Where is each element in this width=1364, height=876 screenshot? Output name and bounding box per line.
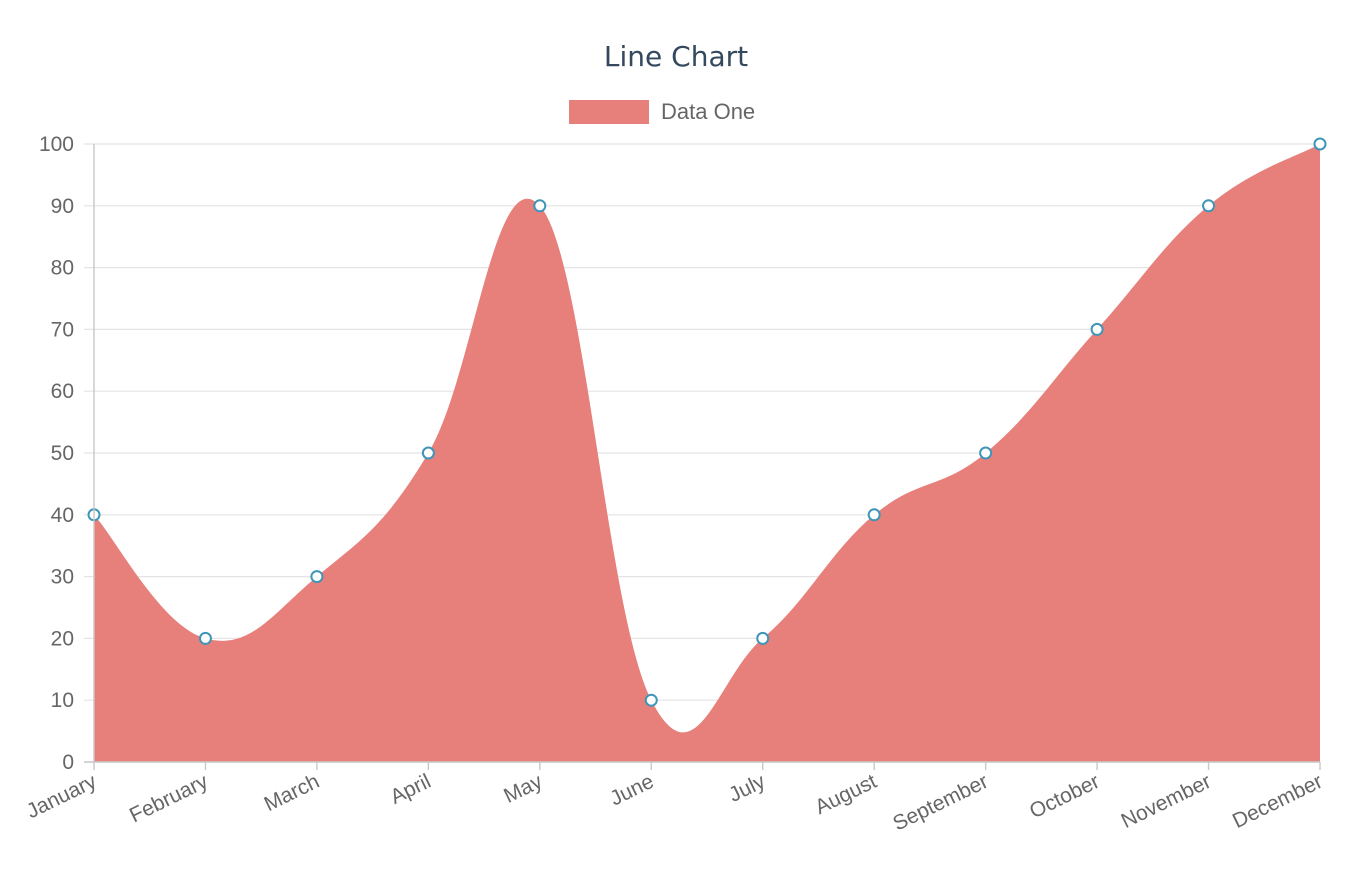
legend[interactable]: Data One — [569, 99, 755, 124]
chart-title: Line Chart — [604, 40, 748, 73]
data-point[interactable] — [198, 631, 212, 645]
y-tick-label: 100 — [39, 133, 74, 156]
y-tick-label: 80 — [51, 257, 74, 280]
legend-swatch-data-one[interactable] — [569, 100, 649, 124]
axes — [84, 144, 1320, 763]
data-points — [87, 137, 1327, 707]
x-tick-label: December — [1229, 770, 1326, 833]
x-tick-label: November — [1118, 770, 1215, 833]
y-tick-label: 60 — [51, 380, 74, 403]
x-tick-label: June — [606, 770, 657, 811]
y-tick-label: 20 — [51, 627, 74, 650]
series-area-data-one — [94, 144, 1320, 762]
y-tick-label: 90 — [51, 195, 74, 218]
y-tick-label: 70 — [51, 318, 74, 341]
x-tick-label: March — [261, 770, 324, 816]
legend-label-data-one[interactable]: Data One — [661, 99, 755, 124]
data-point[interactable] — [979, 446, 993, 460]
data-point[interactable] — [310, 570, 324, 584]
y-tick-label: 0 — [62, 751, 74, 774]
x-tick-label: October — [1026, 770, 1103, 823]
data-point[interactable] — [533, 199, 547, 213]
data-point[interactable] — [756, 631, 770, 645]
data-point[interactable] — [1313, 137, 1327, 151]
y-axis-ticks: 0 10 20 30 40 50 60 70 80 90 100 — [39, 133, 74, 774]
y-tick-label: 50 — [51, 442, 74, 465]
x-tick-label: January — [23, 770, 101, 824]
y-tick-label: 10 — [51, 689, 74, 712]
data-point[interactable] — [1202, 199, 1216, 213]
data-point[interactable] — [867, 508, 881, 522]
x-tick-label: September — [889, 770, 991, 836]
data-point[interactable] — [644, 693, 658, 707]
y-tick-label: 40 — [51, 504, 74, 527]
x-tick-label: August — [812, 770, 881, 819]
x-tick-label: February — [126, 770, 212, 828]
x-tick-label: April — [387, 770, 435, 809]
x-tick-label: July — [725, 770, 769, 807]
x-tick-label: May — [500, 770, 546, 808]
x-axis-ticks: January February March April May June July Augu… — [23, 762, 1326, 836]
y-tick-label: 30 — [51, 566, 74, 589]
data-point[interactable] — [1090, 322, 1104, 336]
data-point[interactable] — [421, 446, 435, 460]
